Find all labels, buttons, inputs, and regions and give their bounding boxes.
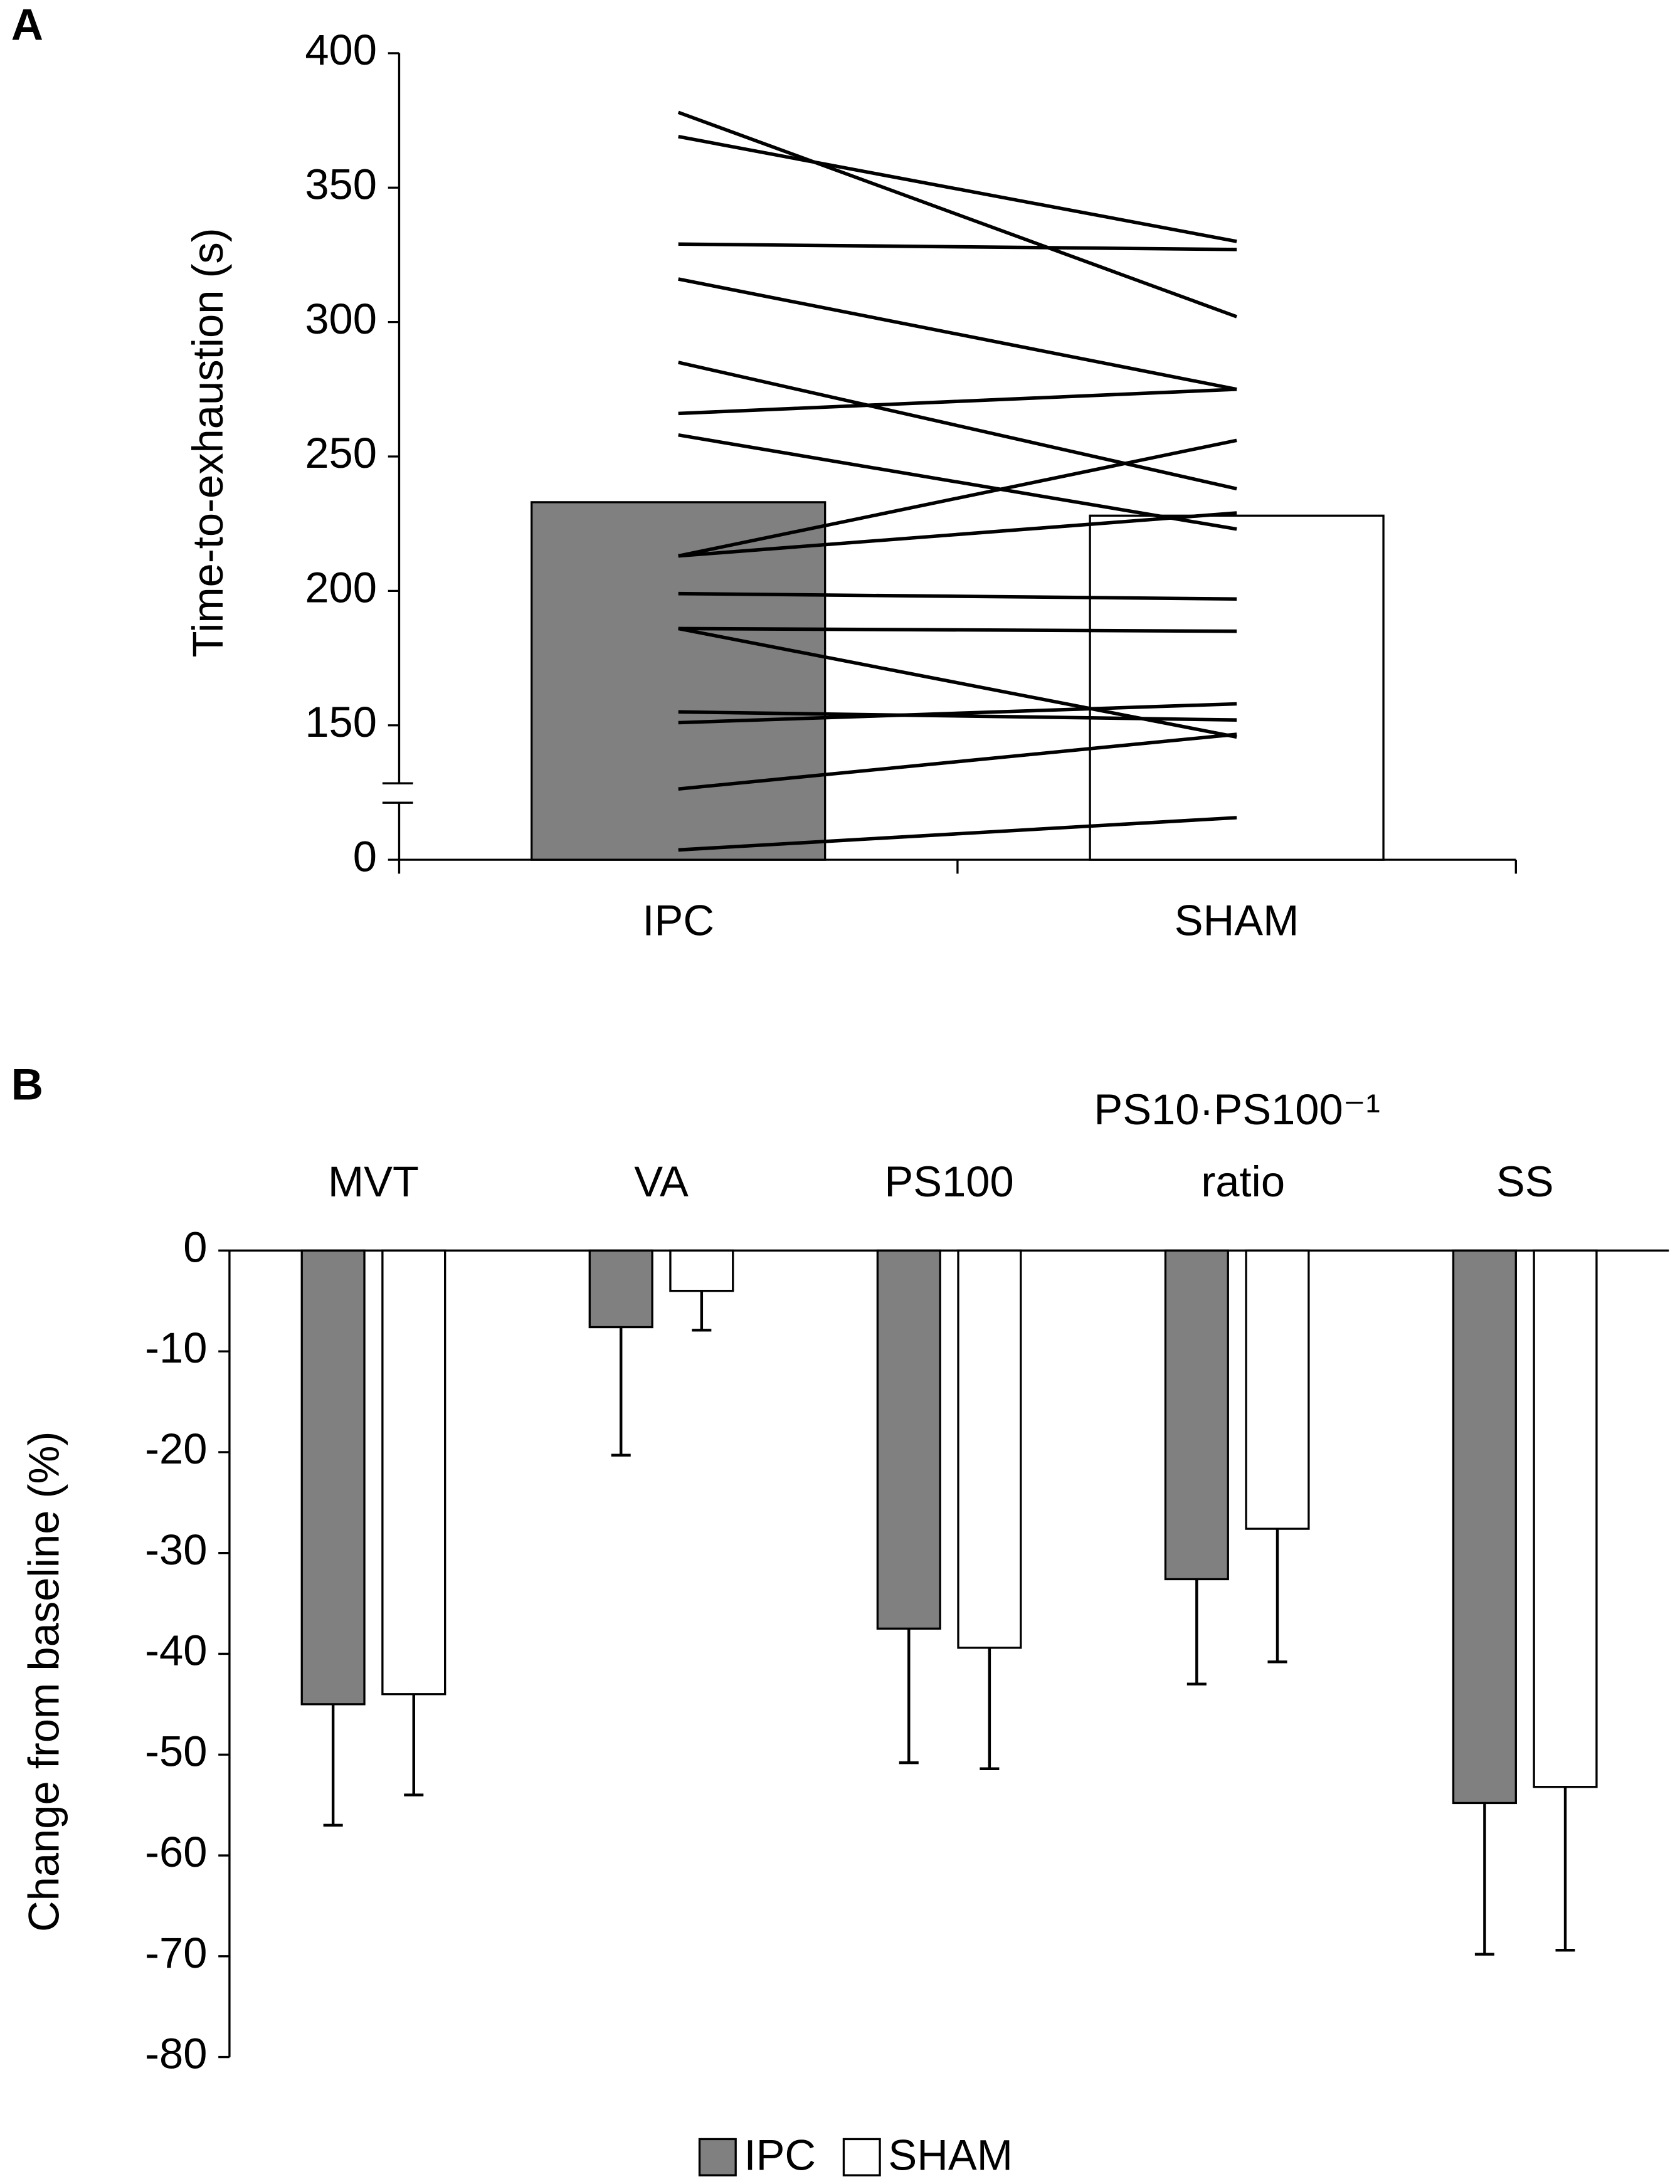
- y-tick-label: -80: [145, 2030, 207, 2078]
- bar: [531, 501, 827, 861]
- category-label: PS100: [884, 1158, 1013, 1206]
- legend-label: SHAM: [888, 2131, 1013, 2180]
- y-tick-label: -20: [145, 1425, 207, 1473]
- subject-line: [678, 277, 1237, 391]
- subject-line: [678, 135, 1237, 243]
- y-tick-label: 0: [353, 832, 377, 880]
- bar: [957, 1249, 1022, 1649]
- y-axis-label: Change from baseline (%): [20, 1432, 68, 1932]
- y-tick-label: 300: [305, 295, 377, 343]
- bar: [669, 1249, 734, 1292]
- y-tick-label: 150: [305, 698, 377, 746]
- bar: [588, 1249, 653, 1329]
- subject-line: [678, 710, 1237, 722]
- category-label: VA: [634, 1158, 689, 1206]
- bar: [1452, 1249, 1517, 1805]
- y-tick-label: -30: [145, 1526, 207, 1574]
- y-tick-label: -50: [145, 1727, 207, 1775]
- subject-line: [678, 242, 1237, 251]
- subject-line: [678, 591, 1237, 601]
- category-label: SS: [1496, 1158, 1554, 1206]
- y-tick-label: -70: [145, 1929, 207, 1977]
- y-tick-label: 400: [305, 26, 377, 74]
- legend-label: IPC: [744, 2131, 816, 2180]
- subject-line: [678, 433, 1237, 531]
- bar: [1245, 1249, 1310, 1530]
- x-tick-label: SHAM: [1175, 896, 1299, 944]
- y-tick-label: 250: [305, 429, 377, 477]
- legend-swatch: [842, 2138, 881, 2176]
- subject-line: [677, 110, 1238, 319]
- subject-line: [678, 438, 1237, 558]
- y-tick-label: 0: [183, 1223, 207, 1271]
- panel-label: A: [11, 1, 43, 50]
- y-tick-label: -40: [145, 1627, 207, 1675]
- subject-line: [678, 626, 1237, 633]
- subject-line: [678, 388, 1237, 416]
- subject-line: [678, 732, 1237, 791]
- panel-label: B: [11, 1060, 43, 1110]
- y-axis-label: Time-to-exhaustion (s): [184, 228, 232, 657]
- bar: [1164, 1249, 1229, 1581]
- y-tick-label: -60: [145, 1828, 207, 1876]
- subject-line: [678, 702, 1237, 725]
- y-tick-label: 350: [305, 160, 377, 208]
- legend-swatch: [698, 2138, 737, 2176]
- subject-line: [678, 511, 1237, 558]
- bar: [300, 1249, 366, 1706]
- bar: [876, 1249, 941, 1630]
- category-label: PS10·PS100⁻¹ ratio: [1094, 1085, 1380, 1206]
- category-label: MVT: [328, 1158, 419, 1206]
- x-tick-label: IPC: [642, 896, 714, 944]
- y-tick-label: 200: [305, 564, 377, 612]
- y-tick-label: -10: [145, 1324, 207, 1372]
- bar: [1533, 1249, 1598, 1788]
- subject-line: [678, 816, 1237, 852]
- bar: [1089, 514, 1385, 861]
- bar: [381, 1249, 446, 1696]
- subject-line: [678, 361, 1237, 491]
